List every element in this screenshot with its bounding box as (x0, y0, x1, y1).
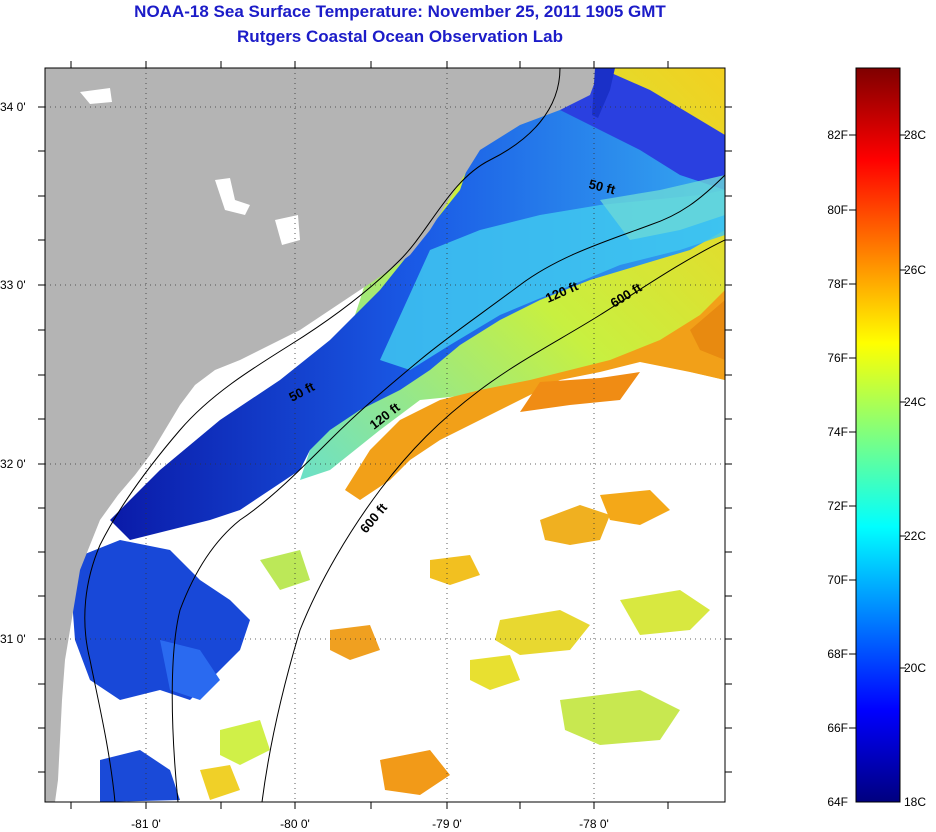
lat-label-33: 33 0' (0, 278, 26, 292)
colorbar-f-74: 74F (827, 425, 848, 439)
colorbar-c-24: 24C (904, 395, 926, 409)
contour-50ft (84, 68, 561, 802)
colorbar-f-78: 78F (827, 277, 848, 291)
colorbar-f-72: 72F (827, 499, 848, 513)
colorbar (855, 67, 901, 803)
colorbar-c-26: 26C (904, 263, 926, 277)
map-frame (44, 67, 726, 803)
colorbar-c-28: 28C (904, 128, 926, 142)
colorbar-c-18: 18C (904, 795, 926, 809)
colorbar-c-22: 22C (904, 529, 926, 543)
lon-label-80: -80 0' (280, 817, 310, 831)
colorbar-f-80: 80F (827, 203, 848, 217)
colorbar-f-64: 64F (827, 795, 848, 809)
lat-label-32: 32 0' (0, 457, 26, 471)
colorbar-f-68: 68F (827, 647, 848, 661)
lon-label-78: -78 0' (579, 817, 609, 831)
lat-label-34: 34 0' (0, 100, 26, 114)
map-image: 50 ft 50 ft 120 ft 120 ft 600 ft 600 ft (45, 68, 725, 802)
contour-label-50ft-upper: 50 ft (587, 176, 617, 197)
colorbar-f-76: 76F (827, 351, 848, 365)
map-title: NOAA-18 Sea Surface Temperature: Novembe… (134, 2, 666, 21)
lon-label-81: -81 0' (131, 817, 161, 831)
colorbar-f-70: 70F (827, 573, 848, 587)
lat-label-31: 31 0' (0, 632, 26, 646)
contour-600ft (261, 239, 725, 802)
lon-label-79: -79 0' (432, 817, 462, 831)
map-subtitle: Rutgers Coastal Ocean Observation Lab (237, 27, 563, 46)
contour-120ft (171, 174, 725, 802)
colorbar-f-82: 82F (827, 128, 848, 142)
colorbar-c-20: 20C (904, 661, 926, 675)
colorbar-f-66: 66F (827, 721, 848, 735)
